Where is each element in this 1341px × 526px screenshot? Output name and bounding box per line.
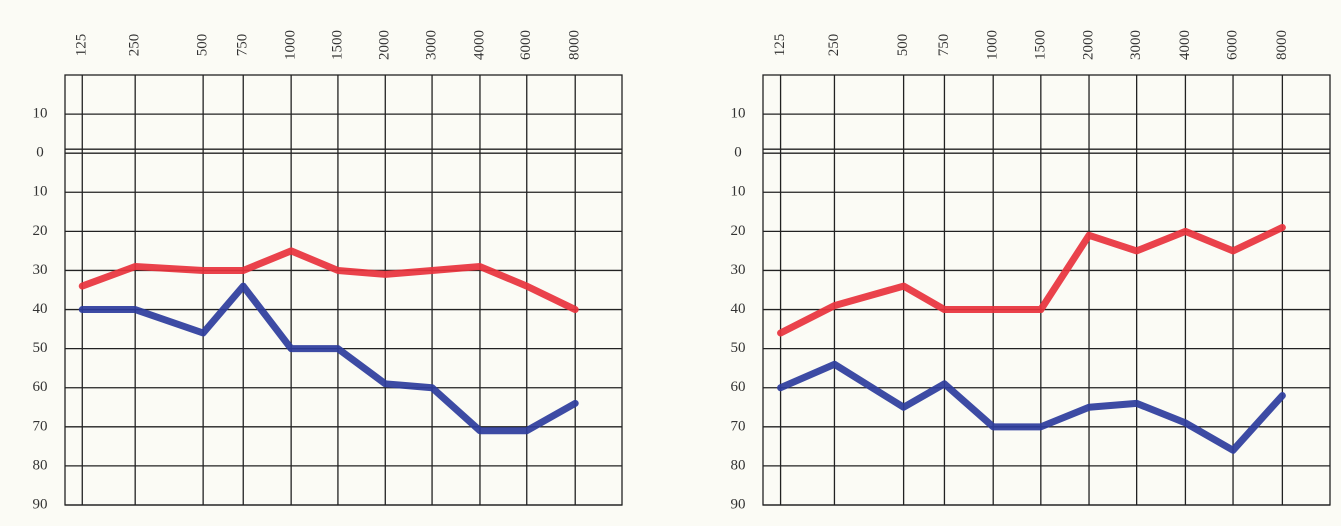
x-tick-label: 500 <box>895 34 911 57</box>
x-tick-label: 1000 <box>283 30 299 60</box>
y-tick-label: 60 <box>33 379 48 395</box>
x-tick-label: 4000 <box>1177 30 1193 60</box>
y-tick-label: 20 <box>731 223 746 239</box>
y-tick-label: 0 <box>734 145 742 161</box>
y-tick-label: 10 <box>731 184 746 200</box>
y-tick-label: 70 <box>731 418 746 434</box>
x-tick-label: 8000 <box>1274 30 1290 60</box>
x-tick-label: 750 <box>235 34 251 57</box>
y-tick-label: 30 <box>33 262 48 278</box>
y-tick-label: 80 <box>33 457 48 473</box>
y-tick-label: 70 <box>33 418 48 434</box>
y-tick-label: 90 <box>731 496 746 512</box>
chart: 10 0 10 20 30 40 50 60 70 80 90 125 250 500 750 1000 150… <box>33 30 623 512</box>
x-tick-label: 6000 <box>1224 30 1240 60</box>
hearing-line <box>78 247 579 314</box>
y-tick-label: 40 <box>731 301 746 317</box>
x-tick-label: 8000 <box>567 30 583 60</box>
hearing-line <box>777 360 1286 454</box>
x-tick-label: 500 <box>195 34 211 57</box>
y-tick-label: 0 <box>36 145 44 161</box>
y-tick-label: 20 <box>33 223 48 239</box>
x-tick-label: 2000 <box>1080 30 1096 60</box>
x-tick-label: 750 <box>936 34 952 57</box>
chart: 10 0 10 20 30 40 50 60 70 80 90 125 250 500 750 1000 150… <box>731 30 1331 512</box>
x-tick-label: 250 <box>826 34 842 57</box>
y-tick-label: 60 <box>731 379 746 395</box>
x-tick-label: 3000 <box>424 30 440 60</box>
y-tick-label: 90 <box>33 496 48 512</box>
hearing-line <box>777 223 1286 337</box>
y-tick-label: 80 <box>731 457 746 473</box>
y-tick-label: 40 <box>33 301 48 317</box>
x-tick-label: 1000 <box>985 30 1001 60</box>
x-tick-label: 1500 <box>1032 30 1048 60</box>
x-tick-label: 125 <box>772 34 788 57</box>
y-tick-label: 10 <box>33 184 48 200</box>
y-tick-label: 50 <box>731 340 746 356</box>
x-tick-label: 6000 <box>518 30 534 60</box>
x-tick-label: 2000 <box>377 30 393 60</box>
y-tick-label: 10 <box>33 106 48 122</box>
y-tick-label: 10 <box>731 106 746 122</box>
x-tick-label: 4000 <box>471 30 487 60</box>
x-tick-label: 250 <box>127 34 143 57</box>
y-tick-label: 30 <box>731 262 746 278</box>
x-tick-label: 1500 <box>329 30 345 60</box>
hearing-line <box>78 282 579 435</box>
x-tick-label: 3000 <box>1128 30 1144 60</box>
x-tick-label: 125 <box>74 34 90 57</box>
y-tick-label: 50 <box>33 340 48 356</box>
